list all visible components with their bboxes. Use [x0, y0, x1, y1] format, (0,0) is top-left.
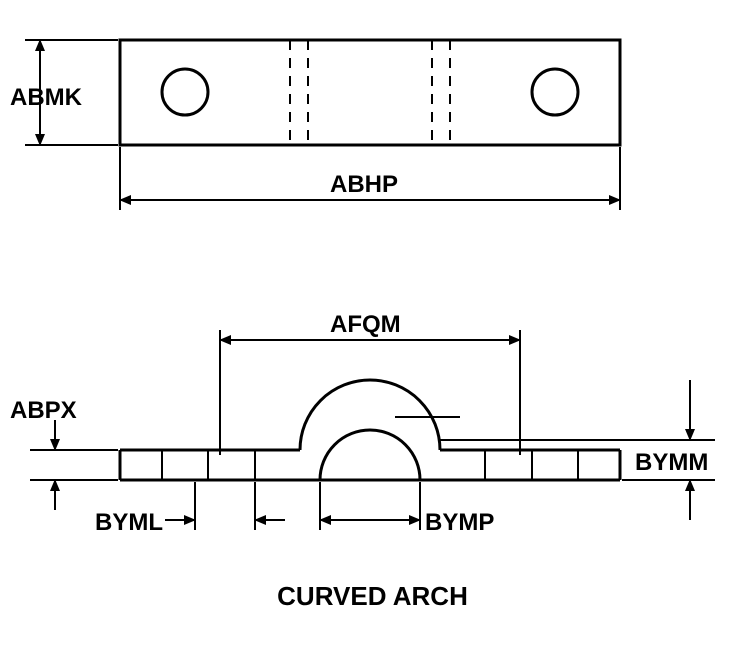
dim-abpx	[30, 420, 118, 510]
side-view	[120, 380, 620, 480]
label-abpx: ABPX	[10, 397, 77, 424]
dim-afqm	[220, 330, 520, 455]
label-bymp: BYMP	[425, 509, 494, 536]
top-outline	[120, 40, 620, 145]
label-bymm: BYMM	[635, 449, 708, 476]
label-abmk: ABMK	[10, 84, 83, 111]
top-view	[120, 40, 620, 145]
technical-drawing: ABMK ABHP AFQM ABPX BYMM BYML BYMP	[0, 0, 745, 620]
dim-bymp	[320, 482, 420, 530]
label-afqm: AFQM	[330, 311, 401, 338]
label-abhp: ABHP	[330, 171, 398, 198]
dim-byml	[165, 482, 285, 530]
label-byml: BYML	[95, 509, 163, 536]
hole-right	[532, 69, 578, 115]
hole-left	[162, 69, 208, 115]
figure-title: CURVED ARCH	[0, 581, 745, 612]
